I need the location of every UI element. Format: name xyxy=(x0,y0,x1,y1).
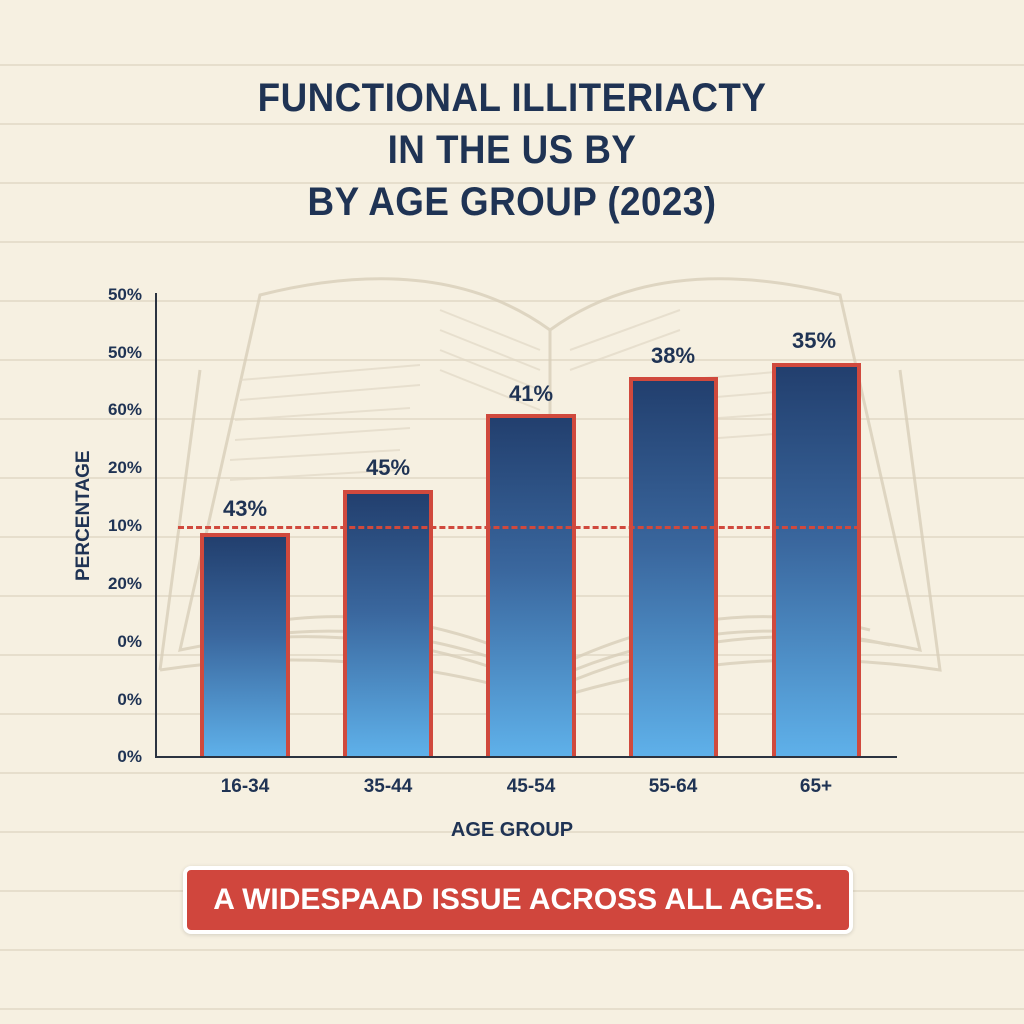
bar-value-label: 38% xyxy=(650,343,696,368)
bar-value-label: 35% xyxy=(791,328,837,353)
title-line-1: FUNCTIONAL ILLITERIACTY xyxy=(257,76,767,120)
bar-45-54 xyxy=(486,414,576,757)
y-tick: 20% xyxy=(107,574,142,593)
y-axis xyxy=(155,293,157,758)
x-tick: 55-64 xyxy=(648,776,698,797)
y-tick: 0% xyxy=(117,632,142,651)
x-axis-title: AGE GROUP xyxy=(450,819,574,841)
bar-35-44 xyxy=(343,490,433,757)
y-tick: 20% xyxy=(107,458,142,477)
bar-value-label: 41% xyxy=(508,381,554,406)
title-line-3: BY AGE GROUP (2023) xyxy=(307,180,717,224)
y-tick: 60% xyxy=(107,400,142,419)
banner-text: A WIDESPAAD ISSUE ACROSS ALL AGES. xyxy=(213,883,823,916)
title-line-2: IN THE US BY xyxy=(387,128,637,172)
x-tick: 45-54 xyxy=(506,776,556,797)
bar-55-64 xyxy=(629,377,718,757)
y-tick: 0% xyxy=(117,690,142,709)
bar-value-label: 43% xyxy=(222,496,268,521)
y-tick: 50% xyxy=(107,343,142,362)
x-tick: 16-34 xyxy=(220,776,270,797)
y-tick: 50% xyxy=(107,285,142,304)
chart-title: FUNCTIONAL ILLITERIACTY IN THE US BY BY … xyxy=(0,72,1024,228)
bar-65-plus xyxy=(772,363,861,757)
reference-dashed-line xyxy=(178,526,860,529)
y-tick: 0% xyxy=(117,747,142,766)
bar-16-34 xyxy=(200,533,290,757)
x-axis xyxy=(155,756,897,758)
bar-value-label: 45% xyxy=(365,455,411,480)
x-tick: 35-44 xyxy=(363,776,413,797)
x-tick: 65+ xyxy=(799,776,833,797)
y-tick: 10% xyxy=(107,516,142,535)
y-axis-title: PERCENTAGE xyxy=(73,450,94,581)
summary-banner: A WIDESPAAD ISSUE ACROSS ALL AGES. xyxy=(183,866,853,934)
